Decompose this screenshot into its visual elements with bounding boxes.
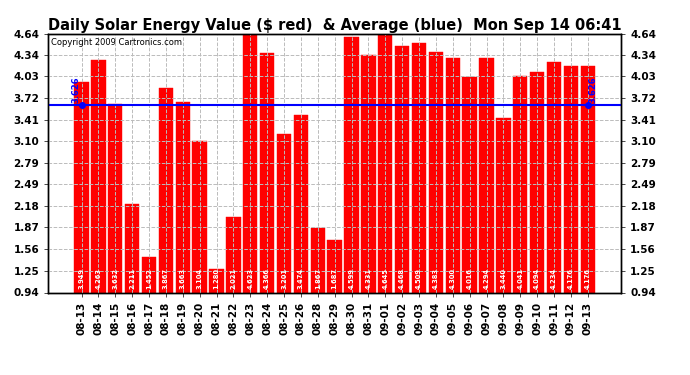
Text: 4.294: 4.294 xyxy=(484,268,489,289)
Bar xyxy=(260,53,275,292)
Text: 1.687: 1.687 xyxy=(332,268,337,289)
Bar xyxy=(412,43,426,292)
Bar xyxy=(378,33,393,292)
Bar xyxy=(344,37,359,292)
Text: 4.300: 4.300 xyxy=(450,268,456,289)
Text: 4.468: 4.468 xyxy=(399,268,405,289)
Bar xyxy=(496,118,511,292)
Text: 4.599: 4.599 xyxy=(348,268,355,289)
Text: 3.626: 3.626 xyxy=(72,76,81,103)
Bar xyxy=(480,58,494,292)
Title: Daily Solar Energy Value ($ red)  & Average (blue)  Mon Sep 14 06:41: Daily Solar Energy Value ($ red) & Avera… xyxy=(48,18,622,33)
Bar xyxy=(75,82,89,292)
Text: 3.867: 3.867 xyxy=(163,268,169,289)
Text: 4.623: 4.623 xyxy=(247,268,253,289)
Text: 4.176: 4.176 xyxy=(585,268,591,289)
Text: 3.474: 3.474 xyxy=(298,268,304,289)
Bar xyxy=(294,115,308,292)
Text: 4.263: 4.263 xyxy=(95,268,101,289)
Bar xyxy=(513,76,527,292)
Bar xyxy=(580,66,595,292)
Bar xyxy=(142,257,156,292)
Text: 4.509: 4.509 xyxy=(416,268,422,289)
Bar xyxy=(243,35,257,292)
Bar xyxy=(462,77,477,292)
Bar xyxy=(446,57,460,292)
Bar xyxy=(175,102,190,292)
Bar xyxy=(310,228,325,292)
Bar xyxy=(564,66,578,292)
Text: 3.104: 3.104 xyxy=(197,268,203,289)
Bar xyxy=(108,104,122,292)
Text: 1.452: 1.452 xyxy=(146,268,152,289)
Bar xyxy=(328,240,342,292)
Text: 3.626: 3.626 xyxy=(589,76,598,103)
Bar xyxy=(277,134,291,292)
Bar xyxy=(362,56,375,292)
Bar xyxy=(125,204,139,292)
Bar xyxy=(193,141,207,292)
Text: 1.867: 1.867 xyxy=(315,268,321,289)
Text: 4.094: 4.094 xyxy=(534,268,540,289)
Bar xyxy=(530,72,544,292)
Bar xyxy=(395,46,409,292)
Text: 4.366: 4.366 xyxy=(264,268,270,289)
Text: 4.176: 4.176 xyxy=(568,268,574,289)
Bar xyxy=(159,88,173,292)
Bar xyxy=(428,52,443,292)
Text: 4.041: 4.041 xyxy=(518,268,523,289)
Bar xyxy=(547,62,561,292)
Text: Copyright 2009 Cartronics.com: Copyright 2009 Cartronics.com xyxy=(51,38,182,46)
Text: 3.632: 3.632 xyxy=(112,268,118,289)
Text: 3.440: 3.440 xyxy=(500,268,506,289)
Text: 2.021: 2.021 xyxy=(230,268,237,289)
Text: 4.016: 4.016 xyxy=(466,268,473,289)
Text: 2.211: 2.211 xyxy=(129,268,135,289)
Text: 4.331: 4.331 xyxy=(366,268,371,289)
Text: 4.645: 4.645 xyxy=(382,268,388,289)
Text: 1.280: 1.280 xyxy=(213,268,219,289)
Text: 3.949: 3.949 xyxy=(79,268,84,289)
Bar xyxy=(226,217,241,292)
Bar xyxy=(209,269,224,292)
Text: 3.663: 3.663 xyxy=(180,268,186,289)
Bar xyxy=(91,60,106,292)
Text: 4.234: 4.234 xyxy=(551,268,557,289)
Text: 4.383: 4.383 xyxy=(433,268,439,289)
Text: 3.201: 3.201 xyxy=(281,268,287,289)
